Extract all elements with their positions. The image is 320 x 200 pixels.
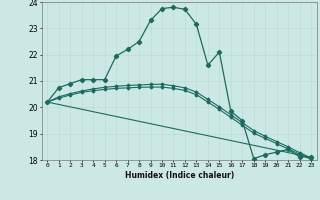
X-axis label: Humidex (Indice chaleur): Humidex (Indice chaleur): [124, 171, 234, 180]
